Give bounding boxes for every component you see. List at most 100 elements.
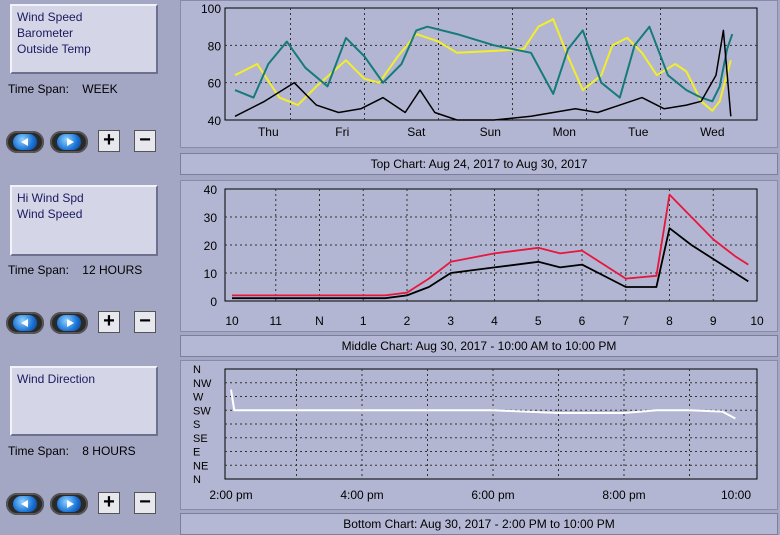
timespan-label: Time Span: (8, 444, 69, 458)
x-tick-label: N (315, 314, 324, 328)
x-tick-label: Sun (480, 125, 501, 139)
series-line-wind (232, 227, 749, 300)
bottom-zoom-in-button[interactable]: + (98, 492, 120, 514)
y-tick-label: 30 (204, 211, 218, 225)
x-tick-label: Sat (407, 125, 426, 139)
y-tick-label: 100 (201, 2, 221, 16)
middle-panel: Hi Wind Spd Wind Speed Time Span: 12 HOU… (0, 178, 780, 358)
arrow-right-icon (67, 138, 74, 146)
legend-item-barometer: Barometer (17, 26, 74, 40)
series-line-temp (234, 18, 732, 112)
top-legend: Wind Speed Barometer Outside Temp (10, 4, 158, 74)
x-tick-label: 8:00 pm (602, 488, 645, 502)
bottom-chart: N NW W SW S SE E NE N 2:00 pm 4:00 pm 6:00 pm 8:00 p… (180, 360, 778, 510)
middle-chart: 0 10 20 30 40 10 11 N 1 2 3 4 5 6 7 8 9 10 (180, 180, 778, 332)
x-tick-label: 4 (491, 314, 498, 328)
x-tick-label: Mon (553, 125, 576, 139)
series-line-wind (234, 29, 732, 121)
legend-item-wind-speed: Wind Speed (17, 207, 83, 221)
plot-frame (224, 7, 758, 121)
x-tick-label: 6 (579, 314, 586, 328)
y-tick-label: NW (193, 378, 212, 390)
middle-legend: Hi Wind Spd Wind Speed (10, 185, 158, 256)
top-chart: 40 60 80 100 Thu Fri Sat Sun Mon Tue Wed (180, 0, 778, 148)
y-tick-label: 40 (208, 114, 222, 128)
bottom-next-button[interactable] (50, 493, 88, 515)
legend-item-hi-wind-spd: Hi Wind Spd (17, 191, 84, 205)
arrow-left-icon (21, 319, 28, 327)
y-tick-label: N (193, 364, 201, 376)
top-zoom-out-button[interactable]: − (134, 130, 156, 152)
y-tick-label: 60 (208, 77, 222, 91)
top-prev-button[interactable] (6, 131, 44, 153)
x-tick-label: 5 (535, 314, 542, 328)
middle-prev-button[interactable] (6, 312, 44, 334)
x-tick-label: Wed (700, 125, 724, 139)
y-tick-label: 80 (208, 39, 222, 53)
top-next-button[interactable] (50, 131, 88, 153)
x-tick-label: 2:00 pm (209, 488, 252, 502)
y-tick-label: 0 (210, 295, 217, 309)
top-chart-svg: 40 60 80 100 Thu Fri Sat Sun Mon Tue Wed (201, 2, 758, 139)
x-tick-label: 1 (360, 314, 367, 328)
x-tick-label: 9 (710, 314, 717, 328)
middle-timespan: Time Span: 12 HOURS (8, 263, 142, 277)
top-panel: Wind Speed Barometer Outside Temp Time S… (0, 0, 780, 178)
x-tick-label: 8 (666, 314, 673, 328)
bottom-legend: Wind Direction (10, 366, 158, 436)
bottom-timespan: Time Span: 8 HOURS (8, 444, 136, 458)
middle-controls: + − (6, 310, 166, 336)
y-tick-label: N (193, 474, 201, 486)
x-tick-label: 4:00 pm (340, 488, 383, 502)
bottom-prev-button[interactable] (6, 493, 44, 515)
top-zoom-in-button[interactable]: + (98, 130, 120, 152)
bottom-controls: + − (6, 491, 166, 517)
arrow-right-icon (67, 500, 74, 508)
timespan-label: Time Span: (8, 263, 69, 277)
y-tick-label: 40 (204, 183, 218, 197)
x-tick-label: 6:00 pm (471, 488, 514, 502)
x-tick-label: 7 (622, 314, 629, 328)
series-line-hiwind (232, 193, 749, 297)
middle-chart-svg: 0 10 20 30 40 10 11 N 1 2 3 4 5 6 7 8 9 10 (204, 183, 764, 328)
timespan-value: WEEK (82, 82, 118, 96)
series-line-baro (234, 25, 734, 103)
y-tick-label: W (193, 392, 204, 404)
x-tick-label: 2 (404, 314, 411, 328)
bottom-zoom-out-button[interactable]: − (134, 492, 156, 514)
y-tick-label: SE (193, 433, 208, 445)
bottom-panel: Wind Direction Time Span: 8 HOURS + − (0, 358, 780, 535)
y-tick-label: NE (193, 460, 208, 472)
timespan-value: 12 HOURS (82, 263, 143, 277)
series-line-dir (230, 389, 736, 420)
top-chart-caption: Top Chart: Aug 24, 2017 to Aug 30, 2017 (180, 153, 778, 175)
bottom-chart-svg: N NW WSW S SE ENE N 2:00 pm 4:00 pm 6:00 pm 8:00 p… (193, 364, 758, 502)
x-tick-label: 10 (225, 314, 239, 328)
y-tick-label: S (193, 419, 200, 431)
middle-chart-caption: Middle Chart: Aug 30, 2017 - 10:00 AM to… (180, 335, 778, 357)
middle-next-button[interactable] (50, 312, 88, 334)
arrow-right-icon (67, 319, 74, 327)
legend-item-outside-temp: Outside Temp (17, 42, 91, 56)
x-tick-label: Thu (258, 125, 279, 139)
x-tick-label: Tue (628, 125, 649, 139)
x-tick-label: 3 (447, 314, 454, 328)
legend-item-wind-speed: Wind Speed (17, 10, 83, 24)
x-tick-label: 10:00 (721, 488, 751, 502)
x-tick-label: 10 (750, 314, 764, 328)
middle-zoom-out-button[interactable]: − (134, 311, 156, 333)
arrow-left-icon (21, 500, 28, 508)
top-timespan: Time Span: WEEK (8, 82, 118, 96)
y-tick-label: 10 (204, 267, 218, 281)
y-tick-label: 20 (204, 239, 218, 253)
y-tick-label: E (193, 447, 200, 459)
timespan-label: Time Span: (8, 82, 69, 96)
middle-zoom-in-button[interactable]: + (98, 311, 120, 333)
x-tick-label: 11 (270, 314, 283, 328)
y-tick-label: SW (193, 405, 211, 417)
top-controls: + − (6, 129, 166, 155)
legend-item-wind-direction: Wind Direction (17, 372, 96, 386)
bottom-chart-caption: Bottom Chart: Aug 30, 2017 - 2:00 PM to … (180, 513, 778, 535)
arrow-left-icon (21, 138, 28, 146)
timespan-value: 8 HOURS (82, 444, 136, 458)
